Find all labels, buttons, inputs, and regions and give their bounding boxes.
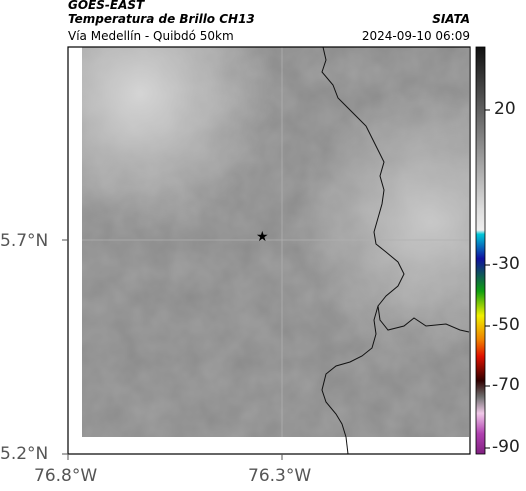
- border-line-south: [321, 305, 379, 438]
- location-star-icon: ★: [256, 229, 269, 245]
- colorbar-tick-minus90: -90: [492, 437, 520, 457]
- product-title: Temperatura de Brillo CH13: [68, 12, 255, 26]
- lat-tick-5-7: 5.7°N: [0, 231, 49, 251]
- lat-tick-5-2: 5.2°N: [0, 444, 49, 464]
- colorbar-tick-minus50: -50: [492, 315, 520, 335]
- plot-frame: [67, 46, 471, 455]
- timestamp-label: 2024-09-10 06:09: [361, 29, 470, 43]
- colorbar-tick-minus30: -30: [492, 254, 520, 274]
- cloud-imagery: [82, 47, 469, 437]
- lon-tick-76-8: 76.8°W: [34, 466, 98, 486]
- lon-tick-76-3: 76.3°W: [248, 466, 312, 486]
- colorbar-tick-20: 20: [494, 99, 516, 119]
- colorbar-tick-minus70: -70: [492, 375, 520, 395]
- border-line: [321, 46, 470, 333]
- agency-label: SIATA: [432, 12, 470, 26]
- satellite-title: GOES-EAST: [68, 0, 145, 12]
- colorbar: [475, 46, 486, 455]
- region-subtitle: Vía Medellín - Quibdó 50km: [68, 29, 234, 43]
